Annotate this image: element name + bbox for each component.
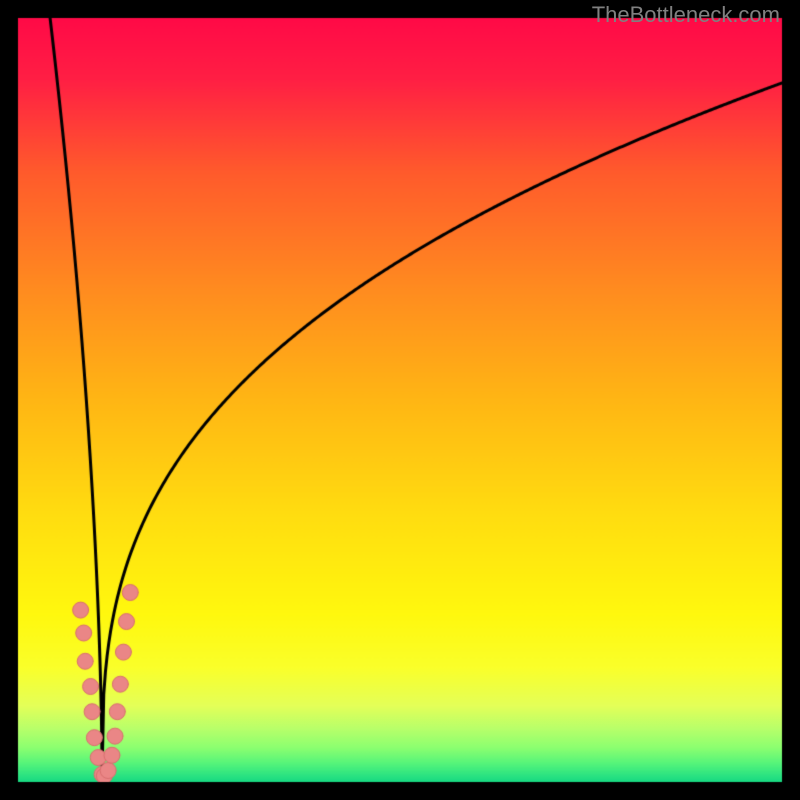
watermark-text: TheBottleneck.com — [592, 2, 780, 28]
bottleneck-curve-chart — [0, 0, 800, 800]
